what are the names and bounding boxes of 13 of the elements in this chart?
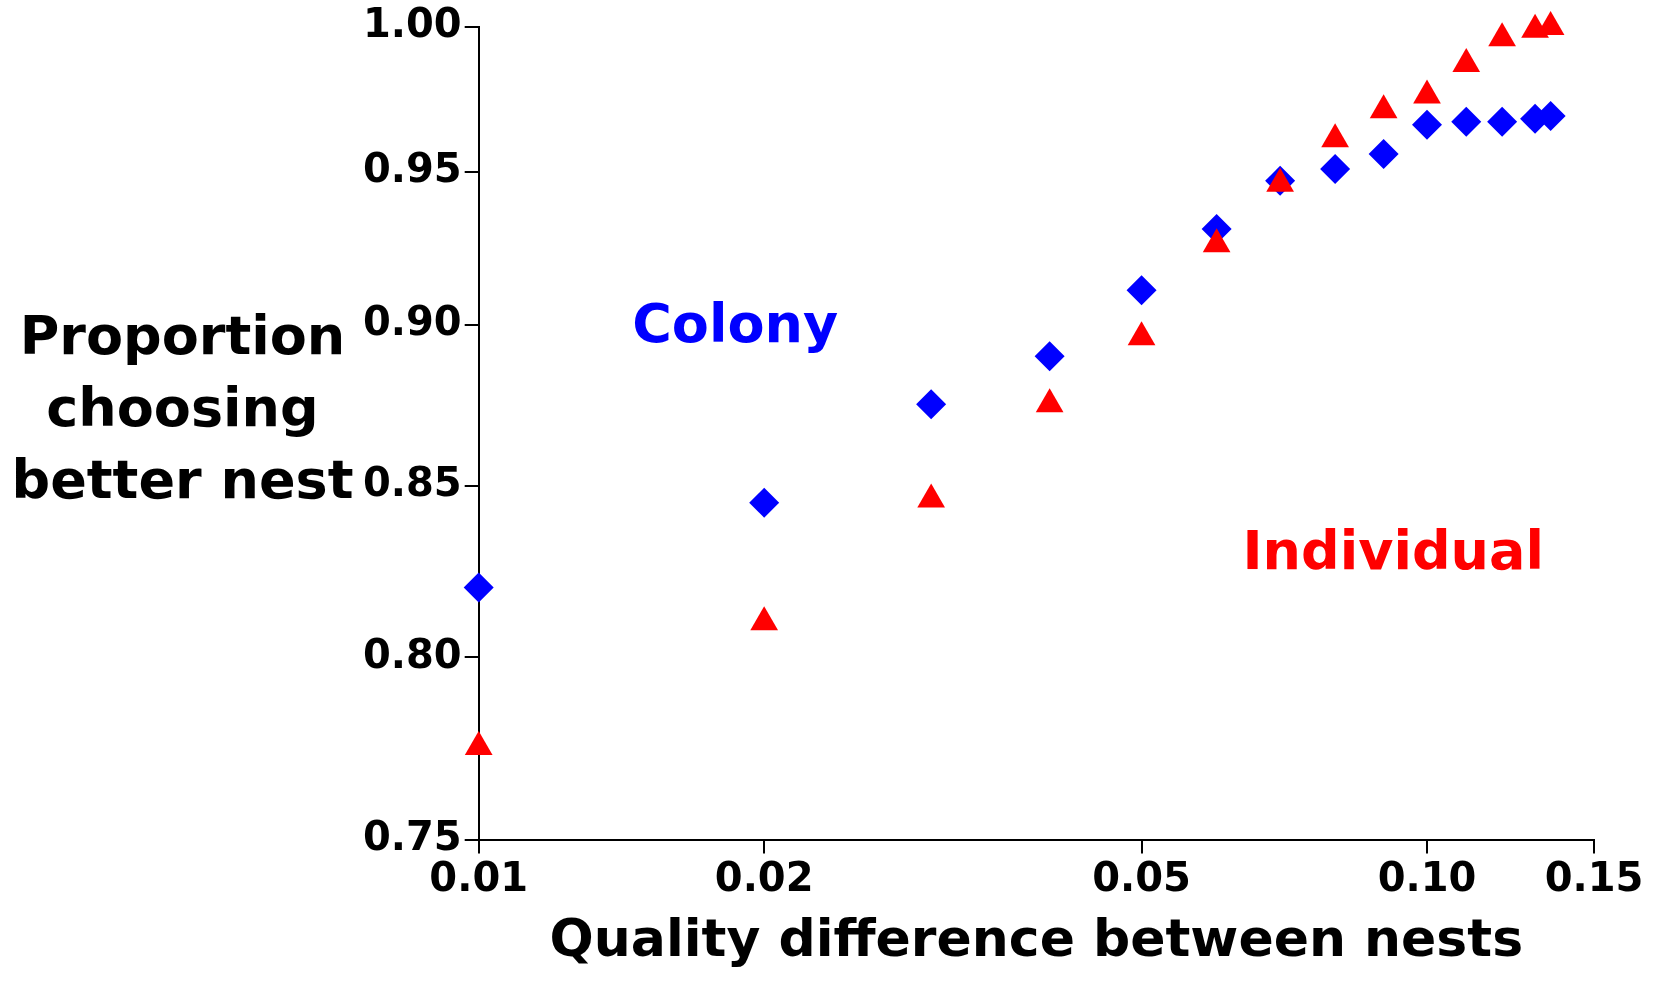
y-tick-label: 0.90 [362,298,462,344]
y-tick-label: 0.95 [362,145,462,192]
text: Individual [1242,519,1544,583]
y-tick-label: 1.00 [362,0,462,47]
x-tick-label: 0.10 [1377,853,1477,900]
series-label: Colony [632,291,839,355]
y-tick-label: 0.80 [362,630,462,677]
x-tick-label: 0.15 [1544,853,1644,900]
y-axis-title: Proportion choosing better nest [10,303,355,513]
x-tick-label: 0.02 [714,853,814,900]
x-axis-title: Quality difference between nests [549,908,1524,969]
y-tick-label: 0.85 [362,459,462,506]
x-tick-label: 0.05 [1092,853,1191,900]
